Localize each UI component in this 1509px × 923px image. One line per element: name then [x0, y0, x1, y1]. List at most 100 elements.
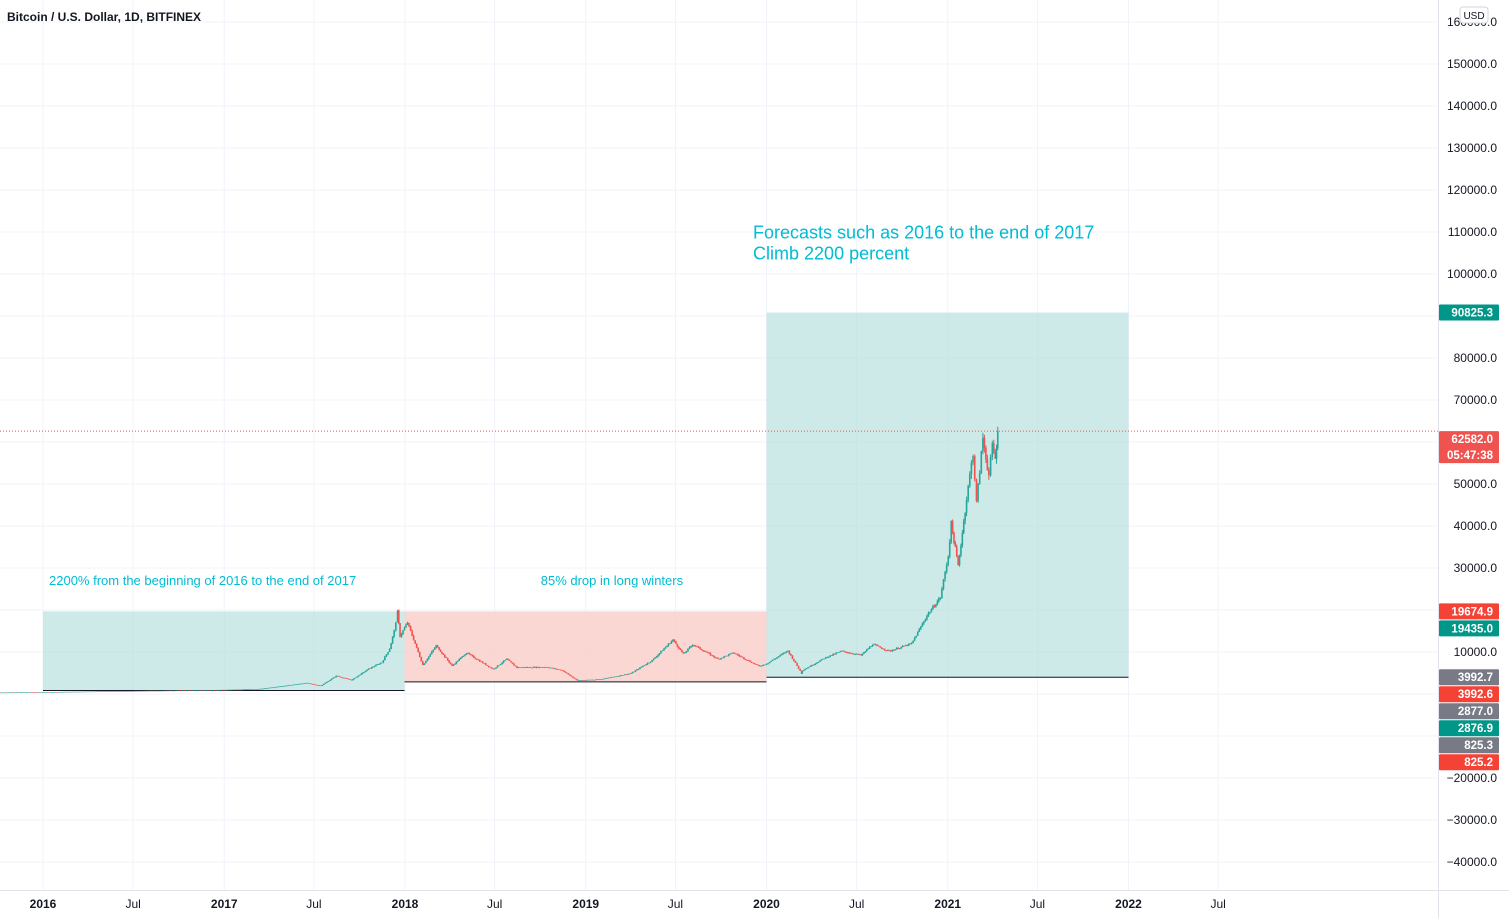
- candle-body: [855, 653, 858, 655]
- candle-body: [839, 651, 842, 653]
- candle-body: [786, 650, 789, 652]
- candle-body: [152, 690, 155, 692]
- candle-body: [970, 462, 973, 475]
- candle-body: [705, 651, 707, 653]
- candle-body: [826, 657, 829, 658]
- candle-body: [906, 645, 908, 646]
- candle-body: [564, 671, 567, 673]
- y-tick-label: −30000.0: [1447, 813, 1498, 827]
- candle-body: [673, 639, 676, 642]
- candle-body: [508, 660, 511, 662]
- candle-body: [570, 675, 573, 677]
- candle-body: [687, 648, 689, 652]
- candle-body: [121, 691, 124, 692]
- candle-body: [373, 666, 376, 667]
- candle-body: [15, 692, 17, 694]
- y-tick-label: 150000.0: [1447, 57, 1497, 71]
- candle-body: [886, 649, 889, 651]
- candle-body: [414, 640, 416, 644]
- candle-body: [986, 459, 989, 470]
- candle-body: [607, 677, 610, 679]
- candle-body: [980, 451, 983, 474]
- x-tick-label: Jul: [125, 897, 140, 911]
- candle-body: [874, 644, 877, 646]
- candle-body: [200, 690, 203, 691]
- candle-body: [558, 669, 561, 671]
- candle-body: [589, 679, 592, 681]
- candle-body: [112, 691, 115, 692]
- candle-body: [243, 689, 246, 690]
- candle-body: [388, 649, 391, 652]
- candle-body: [825, 657, 827, 659]
- y-tick-label: 110000.0: [1448, 225, 1497, 239]
- candle-body: [483, 663, 486, 664]
- candle-body: [595, 679, 598, 681]
- candle-body: [12, 692, 14, 694]
- candle-body: [400, 633, 403, 637]
- candle-body: [600, 679, 602, 680]
- candle-body: [283, 685, 285, 687]
- price-tag: 825.2: [1464, 757, 1493, 769]
- candle-body: [663, 648, 665, 651]
- candle-body: [591, 679, 593, 681]
- candle-body: [988, 469, 990, 476]
- candle-body: [985, 447, 987, 460]
- candle-body: [810, 665, 812, 667]
- candle-body: [918, 629, 921, 632]
- candle-body: [106, 691, 109, 692]
- candle-body: [903, 645, 905, 647]
- candle-body: [848, 652, 851, 654]
- candle-body: [802, 670, 805, 671]
- candle-body: [473, 655, 475, 658]
- x-tick-label: 2022: [1115, 897, 1142, 911]
- candle-body: [148, 690, 150, 692]
- candle-body: [678, 646, 680, 649]
- y-tick-label: −20000.0: [1447, 771, 1498, 785]
- candle-body: [944, 571, 946, 580]
- candle-body: [561, 670, 564, 672]
- candle-body: [422, 661, 424, 665]
- candle-body: [82, 691, 85, 693]
- candle-body: [219, 689, 222, 691]
- candle-body: [609, 677, 611, 679]
- candle-body: [950, 520, 953, 542]
- candle-body: [79, 691, 82, 693]
- candle-body: [42, 692, 44, 693]
- candle-body: [860, 654, 862, 656]
- candle-body: [309, 683, 312, 685]
- candle-body: [336, 675, 339, 677]
- candle-body: [622, 675, 625, 676]
- candle-body: [968, 474, 971, 486]
- candle-body: [910, 643, 913, 644]
- price-tag: 3992.6: [1458, 689, 1493, 701]
- candle-body: [471, 654, 474, 656]
- candle-body: [672, 639, 674, 642]
- x-tick-label: 2019: [572, 897, 599, 911]
- currency-badge[interactable]: USD: [1459, 6, 1489, 24]
- candle-body: [93, 691, 95, 693]
- candle-body: [586, 679, 589, 681]
- candle-body: [0, 692, 3, 694]
- candle-body: [480, 661, 483, 663]
- candle-body: [880, 647, 883, 649]
- candle-body: [666, 645, 668, 648]
- candle-body: [470, 654, 472, 655]
- candle-body: [424, 661, 427, 664]
- candle-body: [438, 647, 440, 651]
- candle-body: [588, 679, 591, 681]
- time-axis[interactable]: 2016 Jul 2017 Jul 2018 Jul 2019 Jul 2020 Jul 2021 J…: [0, 890, 1509, 912]
- candle-body: [382, 660, 385, 663]
- candle-body: [37, 692, 40, 693]
- candle-body: [464, 654, 466, 657]
- candle-body: [628, 673, 631, 675]
- candle-body: [197, 690, 200, 691]
- y-tick-label: 80000.0: [1454, 351, 1498, 365]
- candle-body: [242, 689, 244, 691]
- candle-body: [843, 650, 846, 652]
- candle-body: [55, 692, 58, 693]
- candle-body: [87, 691, 89, 693]
- candle-body: [924, 619, 927, 622]
- candle-body: [356, 676, 359, 678]
- candle-body: [357, 675, 360, 677]
